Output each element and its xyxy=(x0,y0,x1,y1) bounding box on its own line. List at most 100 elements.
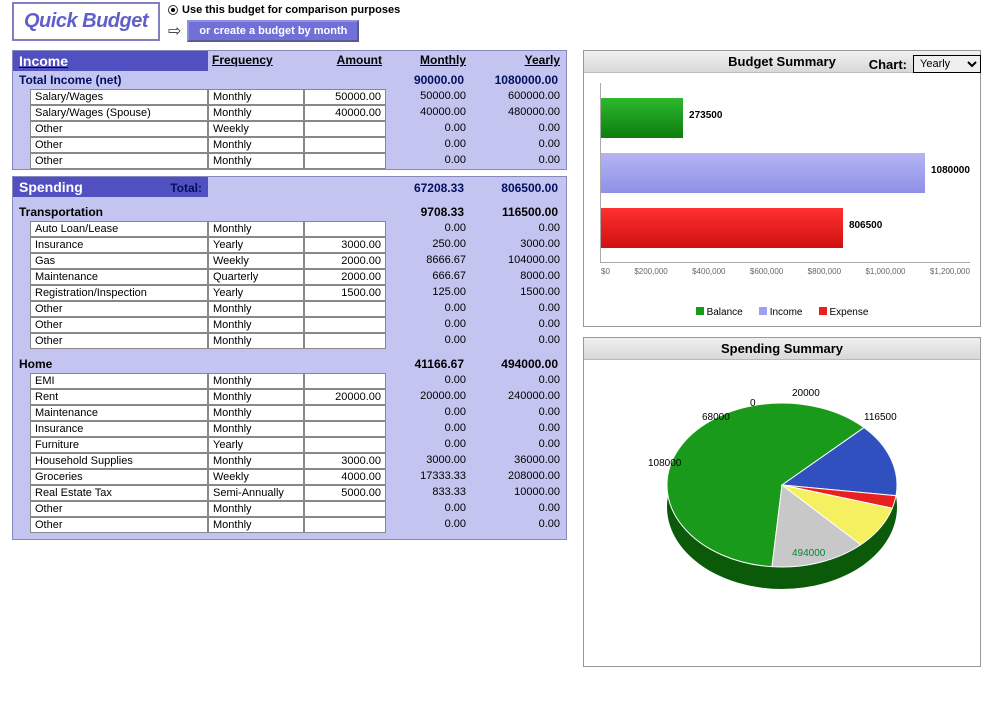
row-label[interactable]: Maintenance xyxy=(30,269,208,285)
spending-summary-chart: Spending Summary 20000068000116500108000… xyxy=(583,337,981,667)
row-yearly: 0.00 xyxy=(470,301,564,317)
table-row: Real Estate Tax Semi-Annually 5000.00 83… xyxy=(13,485,566,501)
row-amount[interactable]: 5000.00 xyxy=(304,485,386,501)
income-total-monthly: 90000.00 xyxy=(386,71,470,89)
row-label[interactable]: Other xyxy=(30,153,208,169)
row-amount[interactable]: 3000.00 xyxy=(304,453,386,469)
row-yearly: 0.00 xyxy=(470,437,564,453)
row-label[interactable]: Groceries xyxy=(30,469,208,485)
row-label[interactable]: Rent xyxy=(30,389,208,405)
row-freq[interactable]: Yearly xyxy=(208,437,304,453)
row-freq[interactable]: Monthly xyxy=(208,105,304,121)
row-freq[interactable]: Monthly xyxy=(208,373,304,389)
row-amount[interactable]: 20000.00 xyxy=(304,389,386,405)
row-amount[interactable]: 2000.00 xyxy=(304,269,386,285)
row-amount[interactable] xyxy=(304,517,386,533)
row-amount[interactable]: 40000.00 xyxy=(304,105,386,121)
row-label[interactable]: Other xyxy=(30,517,208,533)
row-label[interactable]: EMI xyxy=(30,373,208,389)
row-freq[interactable]: Monthly xyxy=(208,501,304,517)
row-label[interactable]: Furniture xyxy=(30,437,208,453)
income-total-label: Total Income (net) xyxy=(13,71,208,89)
col-monthly: Monthly xyxy=(386,51,470,71)
row-label[interactable]: Other xyxy=(30,301,208,317)
row-yearly: 240000.00 xyxy=(470,389,564,405)
row-label[interactable]: Salary/Wages xyxy=(30,89,208,105)
row-amount[interactable] xyxy=(304,301,386,317)
row-amount[interactable] xyxy=(304,405,386,421)
row-freq[interactable]: Yearly xyxy=(208,285,304,301)
row-freq[interactable]: Monthly xyxy=(208,453,304,469)
row-amount[interactable] xyxy=(304,373,386,389)
row-amount[interactable] xyxy=(304,137,386,153)
row-amount[interactable] xyxy=(304,501,386,517)
row-freq[interactable]: Monthly xyxy=(208,137,304,153)
income-section: Income Frequency Amount Monthly Yearly T… xyxy=(12,50,567,170)
row-label[interactable]: Insurance xyxy=(30,237,208,253)
row-freq[interactable]: Monthly xyxy=(208,405,304,421)
row-label[interactable]: Other xyxy=(30,333,208,349)
row-freq[interactable]: Weekly xyxy=(208,253,304,269)
row-amount[interactable] xyxy=(304,437,386,453)
create-budget-button[interactable]: or create a budget by month xyxy=(187,20,359,42)
row-freq[interactable]: Monthly xyxy=(208,421,304,437)
row-freq[interactable]: Semi-Annually xyxy=(208,485,304,501)
row-label[interactable]: Registration/Inspection xyxy=(30,285,208,301)
row-amount[interactable]: 50000.00 xyxy=(304,89,386,105)
row-freq[interactable]: Weekly xyxy=(208,469,304,485)
row-label[interactable]: Maintenance xyxy=(30,405,208,421)
row-amount[interactable] xyxy=(304,333,386,349)
radio-icon xyxy=(168,5,178,15)
row-amount[interactable] xyxy=(304,121,386,137)
row-monthly: 50000.00 xyxy=(386,89,470,105)
row-yearly: 36000.00 xyxy=(470,453,564,469)
table-row: Groceries Weekly 4000.00 17333.33 208000… xyxy=(13,469,566,485)
row-freq[interactable]: Monthly xyxy=(208,317,304,333)
row-amount[interactable] xyxy=(304,153,386,169)
income-title: Income xyxy=(13,51,208,71)
row-label[interactable]: Insurance xyxy=(30,421,208,437)
row-monthly: 0.00 xyxy=(386,221,470,237)
row-freq[interactable]: Monthly xyxy=(208,221,304,237)
row-freq[interactable]: Monthly xyxy=(208,153,304,169)
row-label[interactable]: Other xyxy=(30,137,208,153)
row-amount[interactable] xyxy=(304,421,386,437)
chart-select[interactable]: Yearly xyxy=(913,55,981,73)
row-label[interactable]: Gas xyxy=(30,253,208,269)
row-amount[interactable] xyxy=(304,221,386,237)
legend-item: Expense xyxy=(819,307,869,318)
row-label[interactable]: Real Estate Tax xyxy=(30,485,208,501)
bar-label: 806500 xyxy=(849,220,882,231)
bar xyxy=(601,208,843,248)
pie-label: 494000 xyxy=(792,548,825,559)
row-freq[interactable]: Weekly xyxy=(208,121,304,137)
row-freq[interactable]: Monthly xyxy=(208,301,304,317)
row-monthly: 0.00 xyxy=(386,301,470,317)
row-freq[interactable]: Monthly xyxy=(208,389,304,405)
row-label[interactable]: Other xyxy=(30,317,208,333)
row-amount[interactable] xyxy=(304,317,386,333)
table-row: Other Monthly 0.00 0.00 xyxy=(13,317,566,333)
spending-total-label: Total: xyxy=(170,181,202,195)
row-label[interactable]: Salary/Wages (Spouse) xyxy=(30,105,208,121)
row-label[interactable]: Other xyxy=(30,121,208,137)
row-freq[interactable]: Yearly xyxy=(208,237,304,253)
spending-total-monthly: 67208.33 xyxy=(386,179,470,197)
row-freq[interactable]: Monthly xyxy=(208,333,304,349)
row-freq[interactable]: Monthly xyxy=(208,517,304,533)
row-monthly: 17333.33 xyxy=(386,469,470,485)
table-row: Maintenance Monthly 0.00 0.00 xyxy=(13,405,566,421)
row-freq[interactable]: Quarterly xyxy=(208,269,304,285)
row-amount[interactable]: 2000.00 xyxy=(304,253,386,269)
row-label[interactable]: Other xyxy=(30,501,208,517)
row-amount[interactable]: 1500.00 xyxy=(304,285,386,301)
row-amount[interactable]: 3000.00 xyxy=(304,237,386,253)
row-label[interactable]: Household Supplies xyxy=(30,453,208,469)
row-label[interactable]: Auto Loan/Lease xyxy=(30,221,208,237)
comparison-radio[interactable]: Use this budget for comparison purposes xyxy=(168,4,400,16)
budget-summary-chart: Budget Summary $0$200,000$400,000$600,00… xyxy=(583,50,981,327)
row-monthly: 250.00 xyxy=(386,237,470,253)
row-amount[interactable]: 4000.00 xyxy=(304,469,386,485)
row-freq[interactable]: Monthly xyxy=(208,89,304,105)
chart-label: Chart: xyxy=(869,57,907,72)
